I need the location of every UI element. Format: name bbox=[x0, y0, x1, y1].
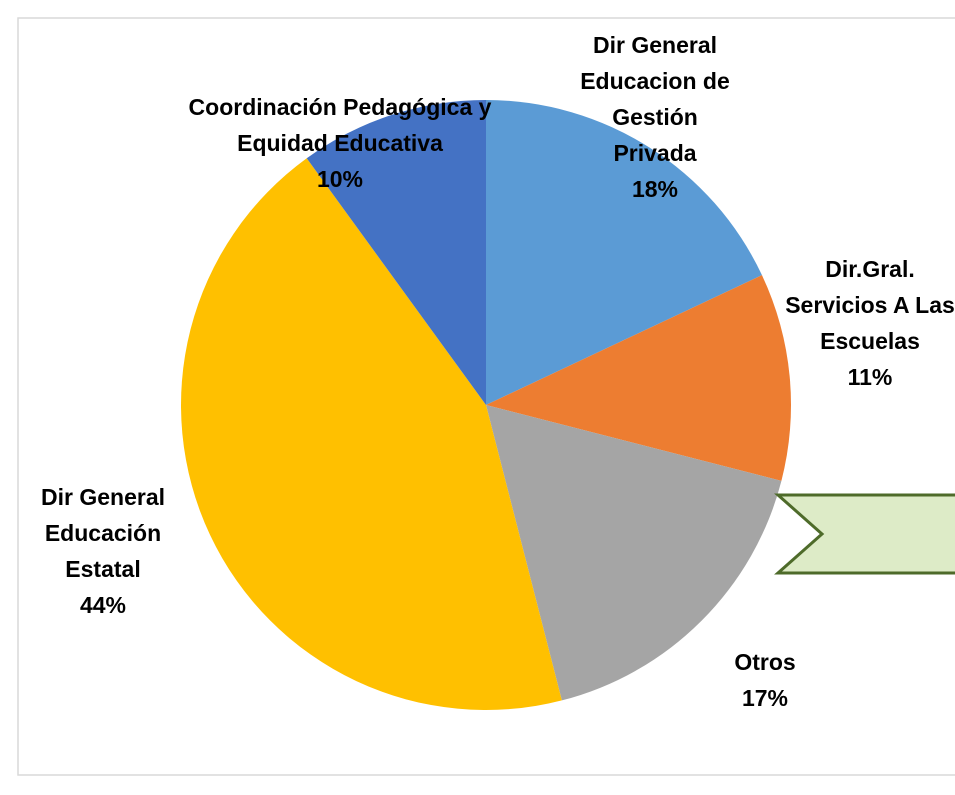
slice-label: Otros 17% bbox=[680, 644, 850, 716]
pie-slice bbox=[306, 100, 486, 405]
slice-label: Dir General Educación Estatal 44% bbox=[15, 479, 191, 623]
pie-slice bbox=[486, 405, 782, 701]
value-label: 17% bbox=[741, 685, 789, 711]
category-label: Dir General Educación Estatal bbox=[41, 484, 165, 582]
category-label: Coordinación Pedagógica y Equidad Educat… bbox=[188, 94, 492, 156]
pie-slice bbox=[486, 275, 791, 481]
pie bbox=[180, 100, 791, 710]
value-label: 10% bbox=[316, 166, 364, 192]
slice-label: Dir General Educacion de Gestión Privada… bbox=[570, 27, 740, 207]
category-label: Dir General Educacion de Gestión Privada bbox=[580, 32, 730, 166]
pie-slice bbox=[486, 100, 762, 405]
callout-shape bbox=[774, 493, 955, 575]
value-label: 44% bbox=[79, 592, 127, 618]
value-label: 11% bbox=[847, 364, 893, 390]
slice-label: Coordinación Pedagógica y Equidad Educat… bbox=[185, 89, 495, 197]
category-label: Otros bbox=[734, 649, 796, 675]
pie-slice bbox=[180, 158, 562, 710]
slice-label: Dir.Gral. Servicios A Las Escuelas 11% bbox=[782, 251, 955, 395]
category-label: Dir.Gral. Servicios A Las Escuelas bbox=[785, 256, 955, 354]
value-label: 18% bbox=[631, 176, 679, 202]
